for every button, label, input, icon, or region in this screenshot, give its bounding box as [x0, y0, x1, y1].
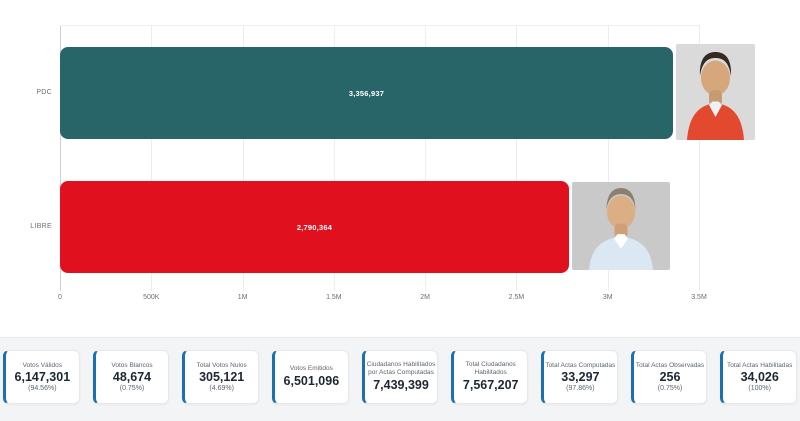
pdc-candidate-photo	[676, 44, 755, 140]
x-tick-label: 3.5M	[691, 294, 707, 301]
stat-card-value: 34,026	[740, 370, 779, 385]
x-tick-label: 500K	[143, 294, 160, 301]
stat-card-value: 7,567,207	[462, 377, 519, 392]
gridline	[333, 25, 335, 291]
stat-card-percent: (94.56%)	[28, 385, 57, 393]
stat-card-total-actas-computadas: Total Actas Computadas 33,297 (97.86%)	[541, 350, 618, 404]
stat-card-percent: (4.69%)	[209, 385, 234, 393]
gridline	[607, 25, 609, 291]
libre-candidate-avatar-icon	[572, 182, 670, 270]
x-tick-label: 3M	[602, 294, 613, 301]
stat-card-votos-emitidos: Votos Emitidos 6,501,096	[272, 350, 349, 404]
stat-card-total-actas-habilitadas: Total Actas Habilitadas 34,026 (100%)	[720, 350, 798, 404]
pdc-candidate-avatar-icon	[676, 44, 755, 140]
libre-candidate-photo	[572, 182, 670, 270]
results-bar-chart: PDC 3,356,937 LIBRE 2,790,364 0 500K 1M 1.5…	[30, 25, 755, 301]
x-tick-label: 1M	[237, 294, 248, 301]
stat-card-votos-blancos: Votos Blancos 48,674 (0.75%)	[92, 350, 170, 404]
stat-card-value: 33,297	[561, 370, 600, 385]
category-label-pdc: PDC	[36, 89, 52, 96]
category-label-libre: LIBRE	[30, 223, 52, 230]
plot-top-border	[60, 25, 699, 26]
stat-card-value: 48,674	[112, 370, 152, 385]
stat-card-percent: (97.86%)	[566, 385, 595, 393]
stat-card-ciudadanos-habilitados-actas-computadas: Ciudadanos Habilitados por Actas Computa…	[361, 350, 439, 404]
x-tick-label: 2.5M	[508, 294, 525, 301]
stat-card-label: Votos Emitidos	[289, 365, 333, 373]
stat-card-value: 7,439,399	[373, 377, 429, 392]
stat-card-total-votos-nulos: Total Votos Nulos 305,121 (4.69%)	[182, 350, 260, 404]
stat-card-label: Total Actas Observadas	[635, 361, 705, 369]
summary-stats-bar: Votos Válidos 6,147,301 (94.56%) Votos B…	[0, 337, 800, 421]
gridline	[516, 25, 518, 291]
stat-card-label: Ciudadanos Habilitados por Actas Computa…	[366, 361, 436, 376]
stat-card-value: 6,147,301	[14, 370, 71, 385]
stat-card-label: Total Actas Computadas	[545, 361, 616, 369]
bar-pdc[interactable]: 3,356,937	[60, 47, 673, 139]
bar-value-label-libre: 2,790,364	[296, 222, 333, 232]
x-tick-label: 2M	[420, 294, 431, 301]
gridline	[699, 25, 700, 291]
stat-card-total-actas-observadas: Total Actas Observadas 256 (0.75%)	[630, 350, 708, 404]
stat-card-label: Votos Blancos	[111, 361, 153, 369]
gridline	[151, 25, 153, 291]
stat-card-label: Total Votos Nulos	[196, 361, 247, 369]
gridline	[425, 25, 427, 291]
stat-card-value: 6,501,096	[283, 373, 340, 388]
bar-value-label-pdc: 3,356,937	[348, 88, 385, 98]
x-tick-label: 0	[58, 294, 62, 301]
gridline	[60, 25, 61, 291]
stat-card-total-ciudadanos-habilitados: Total Ciudadanos Habilitados 7,567,207	[451, 350, 529, 404]
stat-card-percent: (0.75%)	[657, 385, 683, 393]
x-tick-label: 1.5M	[326, 294, 342, 301]
gridline	[242, 25, 244, 291]
stat-card-percent: (0.75%)	[119, 385, 145, 393]
bar-libre[interactable]: 2,790,364	[60, 181, 569, 273]
stat-card-votos-validos: Votos Válidos 6,147,301 (94.56%)	[3, 350, 80, 404]
stat-card-label: Votos Válidos	[22, 361, 63, 369]
stat-card-label: Total Actas Habilitadas	[727, 361, 793, 369]
stat-card-value: 305,121	[199, 370, 245, 385]
stat-card-value: 256	[659, 370, 681, 385]
stat-card-percent: (100%)	[748, 385, 771, 393]
stat-card-label: Total Ciudadanos Habilitados	[465, 361, 516, 376]
